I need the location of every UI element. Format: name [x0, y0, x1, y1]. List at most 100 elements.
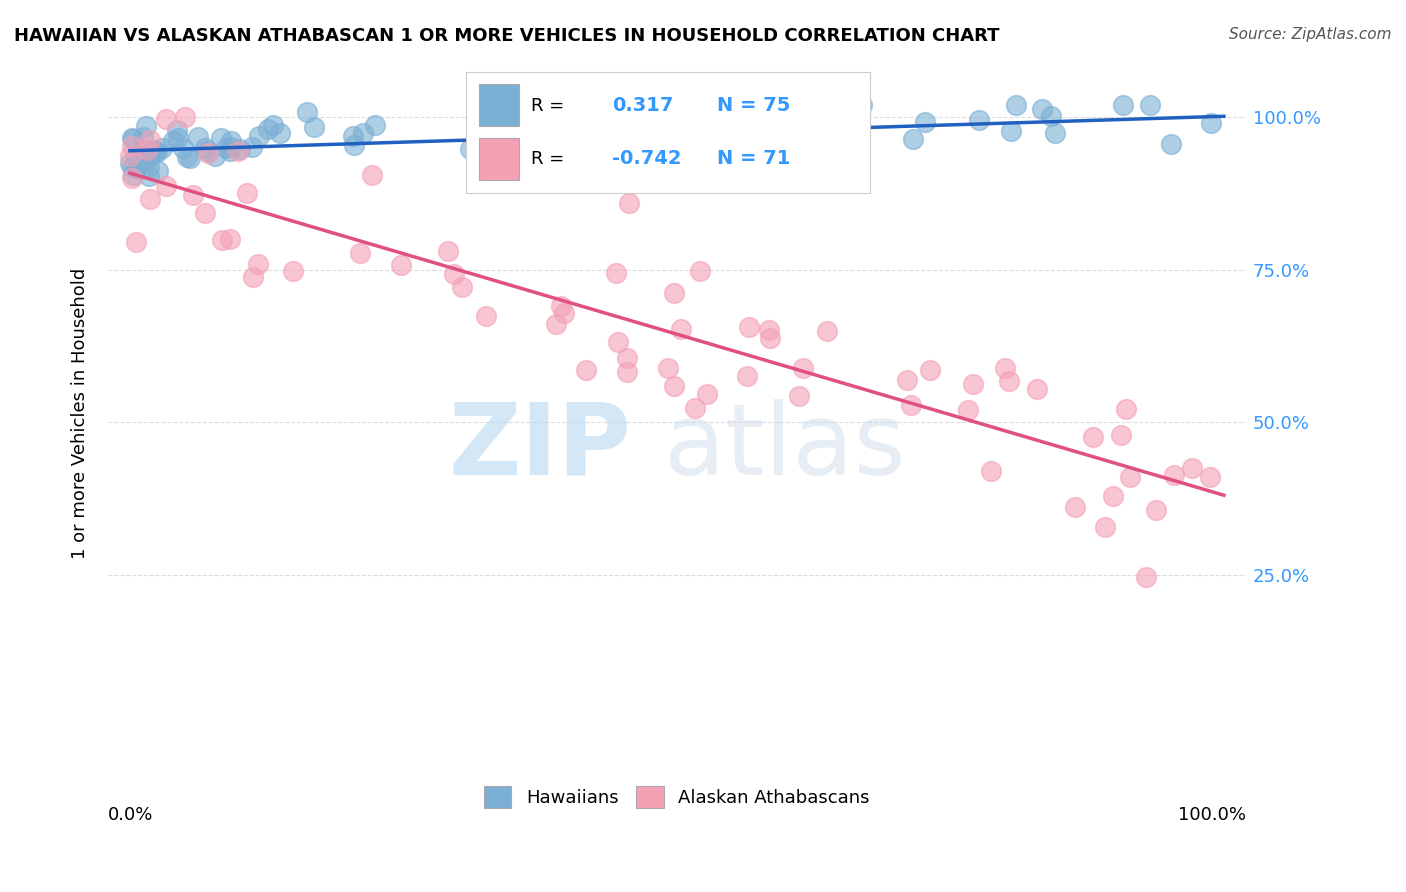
Point	[181, 188, 204, 202]
Point	[1163, 468, 1185, 483]
Point	[138, 169, 160, 183]
Point	[146, 163, 169, 178]
Point	[211, 233, 233, 247]
Point	[218, 231, 240, 245]
Point	[125, 161, 148, 176]
Point	[197, 144, 219, 158]
Point	[766, 151, 789, 165]
Point	[121, 160, 143, 174]
Point	[685, 401, 707, 415]
Point	[657, 118, 679, 132]
Point	[616, 351, 638, 366]
Point	[900, 398, 922, 412]
Point	[1101, 489, 1123, 503]
Point	[605, 266, 627, 280]
Point	[124, 235, 146, 249]
Point	[143, 143, 166, 157]
Point	[550, 299, 572, 313]
Point	[562, 103, 585, 118]
Point	[297, 104, 319, 119]
Point	[464, 144, 486, 158]
Point	[122, 131, 145, 145]
Point	[135, 144, 157, 158]
Point	[436, 244, 458, 258]
Point	[204, 149, 226, 163]
Point	[125, 148, 148, 162]
Point	[256, 122, 278, 136]
Point	[575, 363, 598, 377]
Point	[815, 324, 838, 338]
Point	[342, 128, 364, 143]
Point	[962, 376, 984, 391]
Point	[219, 144, 242, 158]
Point	[451, 279, 474, 293]
Point	[1181, 460, 1204, 475]
Point	[792, 361, 814, 376]
Point	[1031, 102, 1053, 116]
Legend: Hawaiians, Alaskan Athabascans: Hawaiians, Alaskan Athabascans	[475, 777, 879, 817]
Point	[1112, 98, 1135, 112]
Text: atlas: atlas	[664, 399, 905, 496]
Point	[1115, 401, 1137, 416]
Point	[530, 153, 553, 167]
Point	[458, 142, 481, 156]
Point	[1160, 136, 1182, 151]
Point	[1040, 109, 1063, 123]
Point	[143, 145, 166, 160]
Point	[247, 257, 270, 271]
Point	[125, 161, 148, 176]
Point	[1111, 428, 1133, 442]
Point	[551, 124, 574, 138]
Point	[665, 156, 688, 170]
Point	[789, 389, 811, 403]
Point	[226, 144, 249, 158]
Point	[689, 264, 711, 278]
Point	[1119, 469, 1142, 483]
Point	[118, 156, 141, 170]
Point	[1144, 503, 1167, 517]
Point	[139, 146, 162, 161]
Point	[166, 131, 188, 145]
Point	[118, 149, 141, 163]
Point	[1000, 124, 1022, 138]
Point	[896, 373, 918, 387]
Point	[166, 123, 188, 137]
Point	[242, 270, 264, 285]
Point	[758, 331, 780, 345]
Point	[1199, 115, 1222, 129]
Point	[176, 150, 198, 164]
Point	[138, 161, 160, 175]
Point	[664, 286, 686, 301]
Point	[474, 133, 496, 147]
Point	[553, 306, 575, 320]
Point	[121, 170, 143, 185]
Point	[901, 132, 924, 146]
Point	[475, 309, 498, 323]
Y-axis label: 1 or more Vehicles in Household: 1 or more Vehicles in Household	[72, 268, 89, 558]
Point	[1026, 382, 1049, 396]
Point	[193, 206, 215, 220]
Point	[135, 120, 157, 134]
Point	[920, 362, 942, 376]
Point	[155, 112, 177, 127]
Point	[121, 130, 143, 145]
Point	[1139, 98, 1161, 112]
Point	[967, 112, 990, 127]
Point	[179, 151, 201, 165]
Point	[134, 146, 156, 161]
Point	[197, 146, 219, 161]
Point	[669, 322, 692, 336]
Point	[209, 130, 232, 145]
Point	[150, 141, 173, 155]
Point	[364, 118, 387, 132]
Point	[121, 139, 143, 153]
Point	[536, 146, 558, 161]
Point	[998, 374, 1021, 388]
Point	[139, 192, 162, 206]
Point	[606, 334, 628, 349]
Point	[1004, 98, 1026, 112]
Point	[758, 323, 780, 337]
Text: 100.0%: 100.0%	[1178, 805, 1246, 823]
Point	[1135, 570, 1157, 584]
Point	[352, 127, 374, 141]
